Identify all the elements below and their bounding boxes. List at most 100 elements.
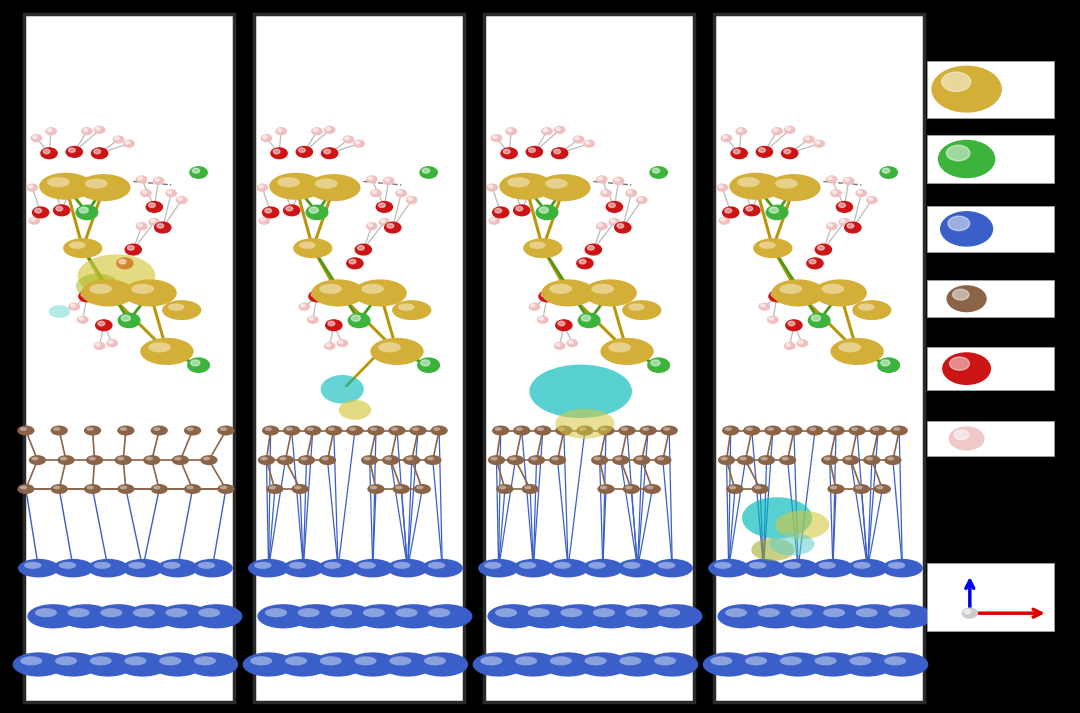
Circle shape	[797, 339, 808, 347]
Circle shape	[575, 137, 579, 140]
Circle shape	[746, 206, 753, 211]
Circle shape	[964, 610, 971, 614]
Circle shape	[492, 207, 509, 217]
Circle shape	[596, 222, 607, 230]
Circle shape	[190, 167, 207, 178]
Ellipse shape	[320, 656, 341, 665]
Ellipse shape	[775, 511, 829, 539]
Circle shape	[29, 217, 40, 224]
Circle shape	[149, 219, 160, 225]
Ellipse shape	[77, 174, 131, 201]
Circle shape	[376, 202, 392, 212]
Ellipse shape	[395, 608, 418, 617]
Circle shape	[387, 224, 394, 228]
Circle shape	[124, 140, 134, 147]
Ellipse shape	[577, 426, 594, 436]
Ellipse shape	[17, 426, 35, 436]
Ellipse shape	[248, 559, 289, 578]
Circle shape	[83, 128, 87, 132]
Ellipse shape	[528, 455, 545, 465]
Ellipse shape	[858, 304, 875, 311]
Circle shape	[786, 128, 791, 130]
Circle shape	[784, 126, 795, 133]
Circle shape	[503, 149, 510, 154]
Circle shape	[596, 176, 607, 183]
Ellipse shape	[53, 486, 60, 489]
Ellipse shape	[35, 608, 57, 617]
Ellipse shape	[780, 284, 802, 294]
Ellipse shape	[150, 426, 167, 436]
Ellipse shape	[90, 656, 111, 665]
Circle shape	[119, 313, 140, 327]
Ellipse shape	[524, 486, 531, 489]
Ellipse shape	[552, 457, 558, 461]
Circle shape	[881, 360, 890, 366]
Ellipse shape	[549, 455, 566, 465]
Ellipse shape	[849, 656, 872, 665]
Ellipse shape	[530, 457, 538, 461]
Ellipse shape	[510, 457, 516, 461]
Ellipse shape	[31, 457, 39, 461]
Circle shape	[258, 185, 262, 188]
Ellipse shape	[424, 455, 442, 465]
Ellipse shape	[555, 409, 615, 438]
Circle shape	[773, 128, 778, 132]
Ellipse shape	[84, 426, 102, 436]
Ellipse shape	[148, 342, 171, 352]
Ellipse shape	[821, 455, 838, 465]
Circle shape	[178, 198, 183, 200]
Ellipse shape	[827, 484, 845, 494]
Ellipse shape	[327, 427, 335, 431]
Circle shape	[723, 207, 739, 217]
FancyBboxPatch shape	[254, 14, 464, 702]
Ellipse shape	[167, 304, 185, 311]
Circle shape	[384, 178, 389, 181]
Ellipse shape	[725, 427, 732, 431]
Ellipse shape	[499, 173, 553, 200]
Ellipse shape	[783, 604, 835, 628]
Ellipse shape	[265, 427, 272, 431]
Ellipse shape	[363, 608, 384, 617]
FancyBboxPatch shape	[927, 421, 1054, 456]
Circle shape	[943, 353, 990, 384]
Circle shape	[324, 342, 335, 349]
Circle shape	[845, 178, 849, 181]
Circle shape	[421, 360, 430, 366]
Circle shape	[539, 317, 543, 320]
Ellipse shape	[200, 455, 217, 465]
Circle shape	[271, 148, 287, 158]
Circle shape	[843, 178, 854, 184]
Circle shape	[366, 176, 377, 183]
Ellipse shape	[267, 484, 283, 494]
FancyBboxPatch shape	[927, 61, 1054, 118]
Circle shape	[70, 304, 75, 307]
Ellipse shape	[324, 562, 341, 569]
Ellipse shape	[49, 305, 70, 318]
Ellipse shape	[199, 608, 220, 617]
Ellipse shape	[880, 604, 932, 628]
Circle shape	[537, 205, 557, 220]
Circle shape	[947, 286, 986, 312]
Ellipse shape	[622, 484, 639, 494]
Ellipse shape	[187, 427, 193, 431]
Circle shape	[54, 205, 70, 216]
Circle shape	[307, 205, 328, 220]
Ellipse shape	[885, 455, 902, 465]
Ellipse shape	[339, 400, 372, 420]
Circle shape	[261, 135, 272, 142]
Ellipse shape	[708, 559, 750, 578]
Ellipse shape	[497, 484, 514, 494]
Ellipse shape	[760, 457, 768, 461]
Ellipse shape	[769, 533, 814, 555]
Circle shape	[166, 190, 176, 197]
Circle shape	[811, 315, 821, 321]
Ellipse shape	[745, 427, 753, 431]
Circle shape	[273, 149, 280, 154]
Circle shape	[259, 217, 270, 224]
Ellipse shape	[53, 559, 94, 578]
Ellipse shape	[851, 427, 859, 431]
Ellipse shape	[159, 656, 181, 665]
Circle shape	[357, 245, 364, 250]
Circle shape	[815, 245, 832, 255]
Ellipse shape	[771, 279, 825, 307]
